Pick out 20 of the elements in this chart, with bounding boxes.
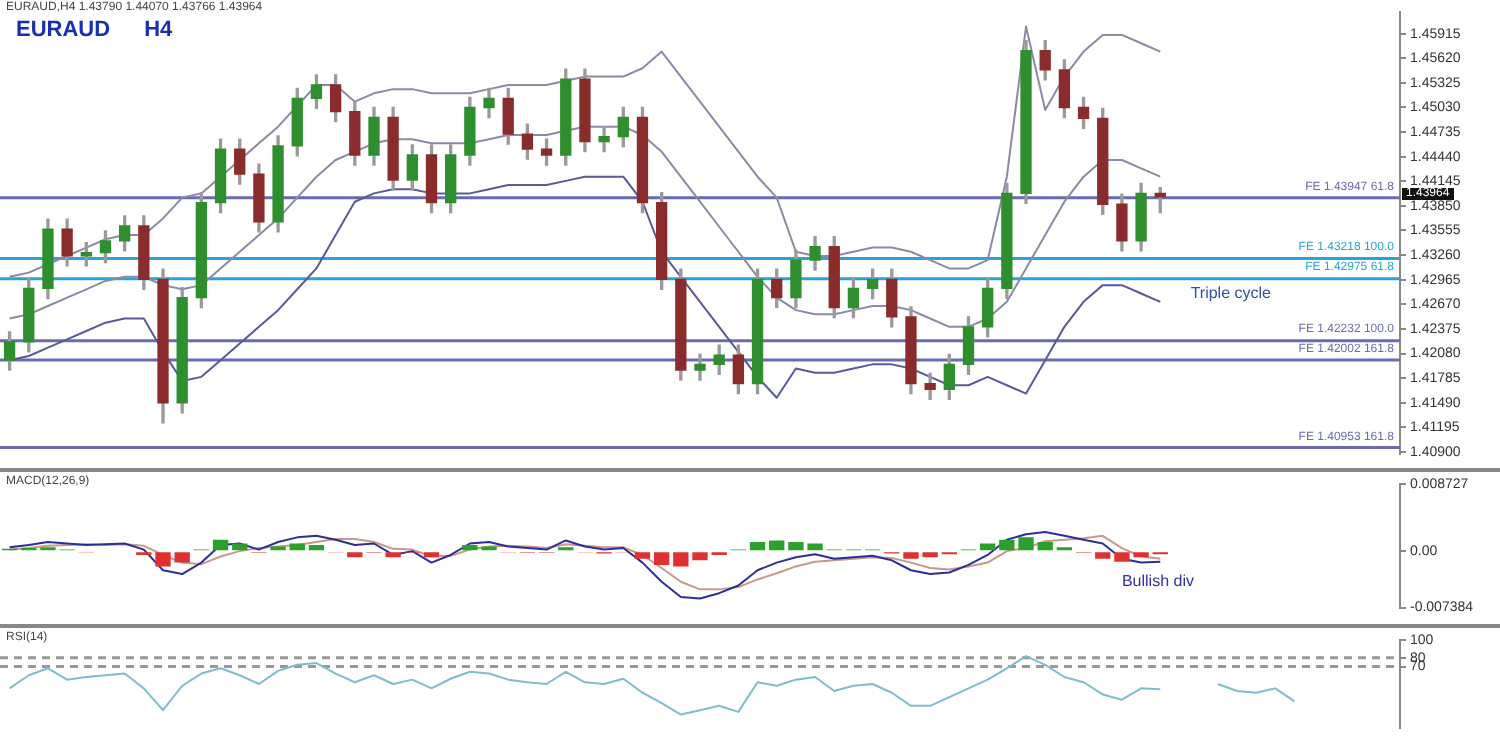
bar (212, 539, 229, 551)
bar (423, 552, 440, 558)
candlestick (598, 126, 610, 153)
annotation: Bullish div (1121, 571, 1194, 590)
bar (174, 552, 190, 563)
bar (1095, 552, 1111, 559)
bar (308, 545, 325, 551)
bar (769, 540, 785, 551)
bar (289, 543, 305, 551)
bar (653, 552, 670, 565)
bar (634, 552, 651, 559)
bar (347, 552, 363, 558)
bar (749, 541, 766, 551)
bar (232, 543, 248, 551)
bar (980, 543, 996, 551)
annotation: Triple cycle (1190, 283, 1271, 302)
bar (692, 552, 708, 561)
bar (1037, 541, 1053, 551)
chart-title: EURAUD H4 (16, 18, 173, 42)
bar (673, 552, 689, 567)
